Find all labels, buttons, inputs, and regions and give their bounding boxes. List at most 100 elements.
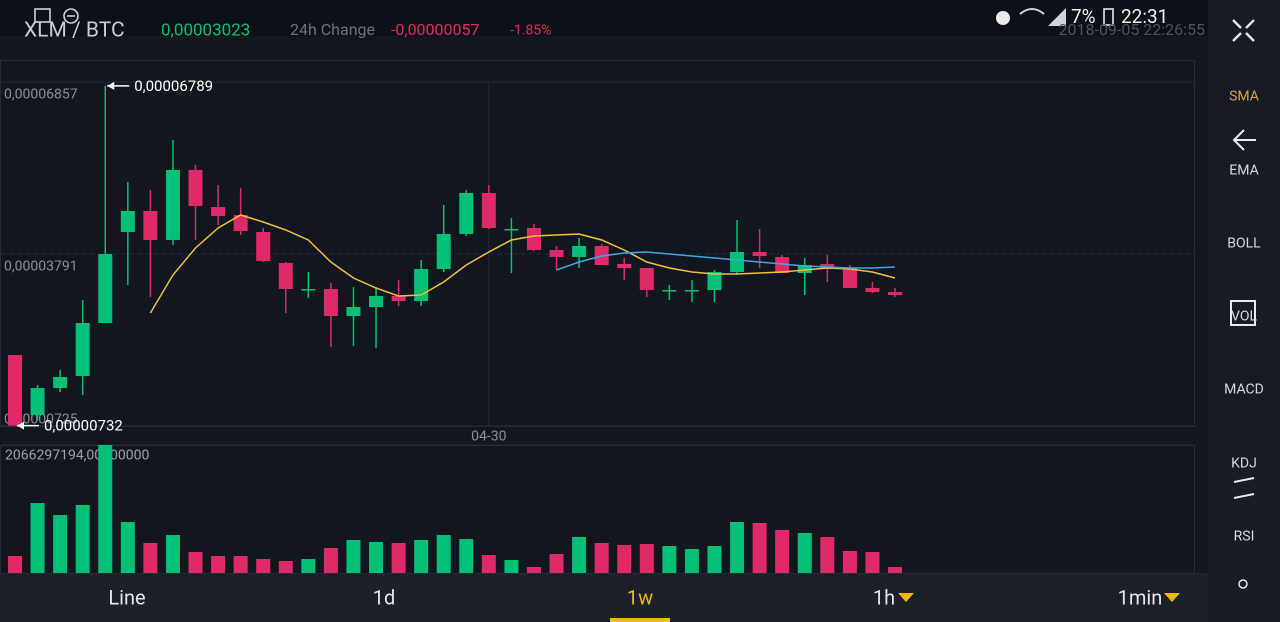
clock: 22:31	[1121, 5, 1168, 28]
volume-bar	[75, 505, 90, 573]
collapse-icon-part[interactable]	[1245, 32, 1255, 42]
volume-bar	[526, 566, 541, 573]
timeframe-underline	[610, 618, 670, 622]
timeframe-button[interactable]: Line	[108, 585, 145, 609]
volume-bar	[820, 537, 835, 573]
candle-body	[730, 251, 745, 273]
candle-body	[436, 233, 451, 269]
last-price: 0,00003023	[161, 20, 250, 40]
volume-bar	[752, 522, 767, 573]
volume-bar	[30, 503, 45, 573]
candle-body	[188, 169, 203, 206]
volume-bar	[684, 549, 699, 573]
timeframe-button[interactable]: 1w	[627, 585, 653, 609]
gallery-icon	[34, 8, 51, 23]
volume-bar	[662, 545, 677, 573]
change-label: 24h Change	[290, 20, 375, 39]
signal-icon	[1048, 8, 1066, 26]
candle-body	[301, 289, 316, 291]
volume-tick-label: 2066297194,00000000	[5, 448, 150, 464]
candle-body	[369, 296, 384, 308]
volume-bar	[617, 545, 632, 573]
volume-bar	[572, 537, 587, 573]
volume-bar	[842, 551, 857, 573]
indicator-button[interactable]: RSI	[1234, 529, 1255, 545]
volume-bar	[481, 554, 496, 573]
collapse-icon-part[interactable]	[1232, 32, 1242, 42]
collapse-icon-part[interactable]	[1232, 19, 1242, 29]
volume-bar	[256, 559, 271, 573]
indicator-button[interactable]: EMA	[1229, 163, 1258, 179]
y-tick-label: 0,00006857	[4, 87, 78, 103]
volume-bar	[504, 559, 519, 573]
annotation-label: 0,00006789	[134, 77, 213, 95]
alarm-icon	[996, 11, 1010, 25]
candle-body	[346, 307, 361, 316]
volume-bar	[639, 544, 654, 573]
battery-icon	[1103, 8, 1114, 26]
candle-body	[30, 388, 45, 416]
timeframe-button[interactable]: 1min	[1118, 585, 1163, 609]
volume-bar	[346, 540, 361, 573]
volume-bar	[278, 561, 293, 573]
wifi-icon	[1019, 8, 1045, 15]
collapse-icon[interactable]	[1232, 19, 1255, 42]
volume-bar	[323, 547, 338, 573]
volume-bar	[775, 530, 790, 573]
volume-bar	[459, 538, 474, 573]
candle-body	[684, 290, 699, 292]
candle-body	[504, 228, 519, 231]
volume-bar	[369, 542, 384, 573]
candle-body	[233, 215, 248, 231]
battery-level: 7%	[1071, 5, 1096, 28]
candle-body	[256, 232, 271, 262]
dropdown-caret[interactable]	[1164, 593, 1180, 602]
timestamp: 2018-09-05 22:26:55	[1059, 20, 1205, 39]
volume-bar	[549, 554, 564, 573]
candle-body	[617, 263, 632, 269]
volume-bar	[865, 552, 880, 573]
indicator-button[interactable]: KDJ	[1231, 456, 1257, 472]
back-icon[interactable]	[1232, 129, 1256, 151]
volume-bar	[53, 514, 68, 573]
volume-bar	[211, 556, 226, 573]
settings-dot[interactable]	[1238, 579, 1248, 589]
collapse-icon-part[interactable]	[1245, 19, 1255, 29]
minus-icon	[63, 8, 79, 24]
candle-body	[278, 262, 293, 290]
annotation-arrowhead	[17, 421, 24, 430]
volume-bar	[120, 521, 135, 573]
change-percent: -1.85%	[510, 23, 551, 39]
volume-bar	[888, 566, 902, 573]
indicator-button[interactable]: VOL	[1231, 309, 1257, 325]
candle-body	[8, 355, 22, 426]
ma-line	[556, 251, 896, 271]
fullscreen-icon[interactable]	[1230, 300, 1256, 326]
indicator-button[interactable]: MACD	[1224, 382, 1264, 398]
candle-body	[526, 227, 541, 251]
candle-body	[820, 263, 835, 269]
candle-body	[865, 287, 880, 293]
volume-bar	[436, 535, 451, 573]
candle-body	[120, 210, 135, 233]
annotation-arrowhead	[107, 81, 115, 90]
candle-body	[414, 268, 429, 302]
y-tick-label: 0,00003791	[4, 259, 78, 275]
draw-icon[interactable]	[1233, 477, 1255, 499]
change-value: -0,00000057	[391, 20, 480, 39]
ma-line	[149, 214, 896, 314]
volume-bar	[98, 445, 113, 573]
candle-body	[888, 292, 902, 296]
dropdown-caret[interactable]	[898, 593, 914, 602]
candle-body	[53, 377, 68, 389]
candle-body	[639, 268, 654, 291]
timeframe-button[interactable]: 1d	[373, 585, 396, 609]
volume-bar	[143, 542, 158, 573]
volume-bar	[707, 545, 722, 573]
indicator-button[interactable]: BOLL	[1227, 236, 1261, 252]
timeframe-button[interactable]: 1h	[873, 585, 895, 609]
indicator-button[interactable]: SMA	[1229, 89, 1259, 105]
